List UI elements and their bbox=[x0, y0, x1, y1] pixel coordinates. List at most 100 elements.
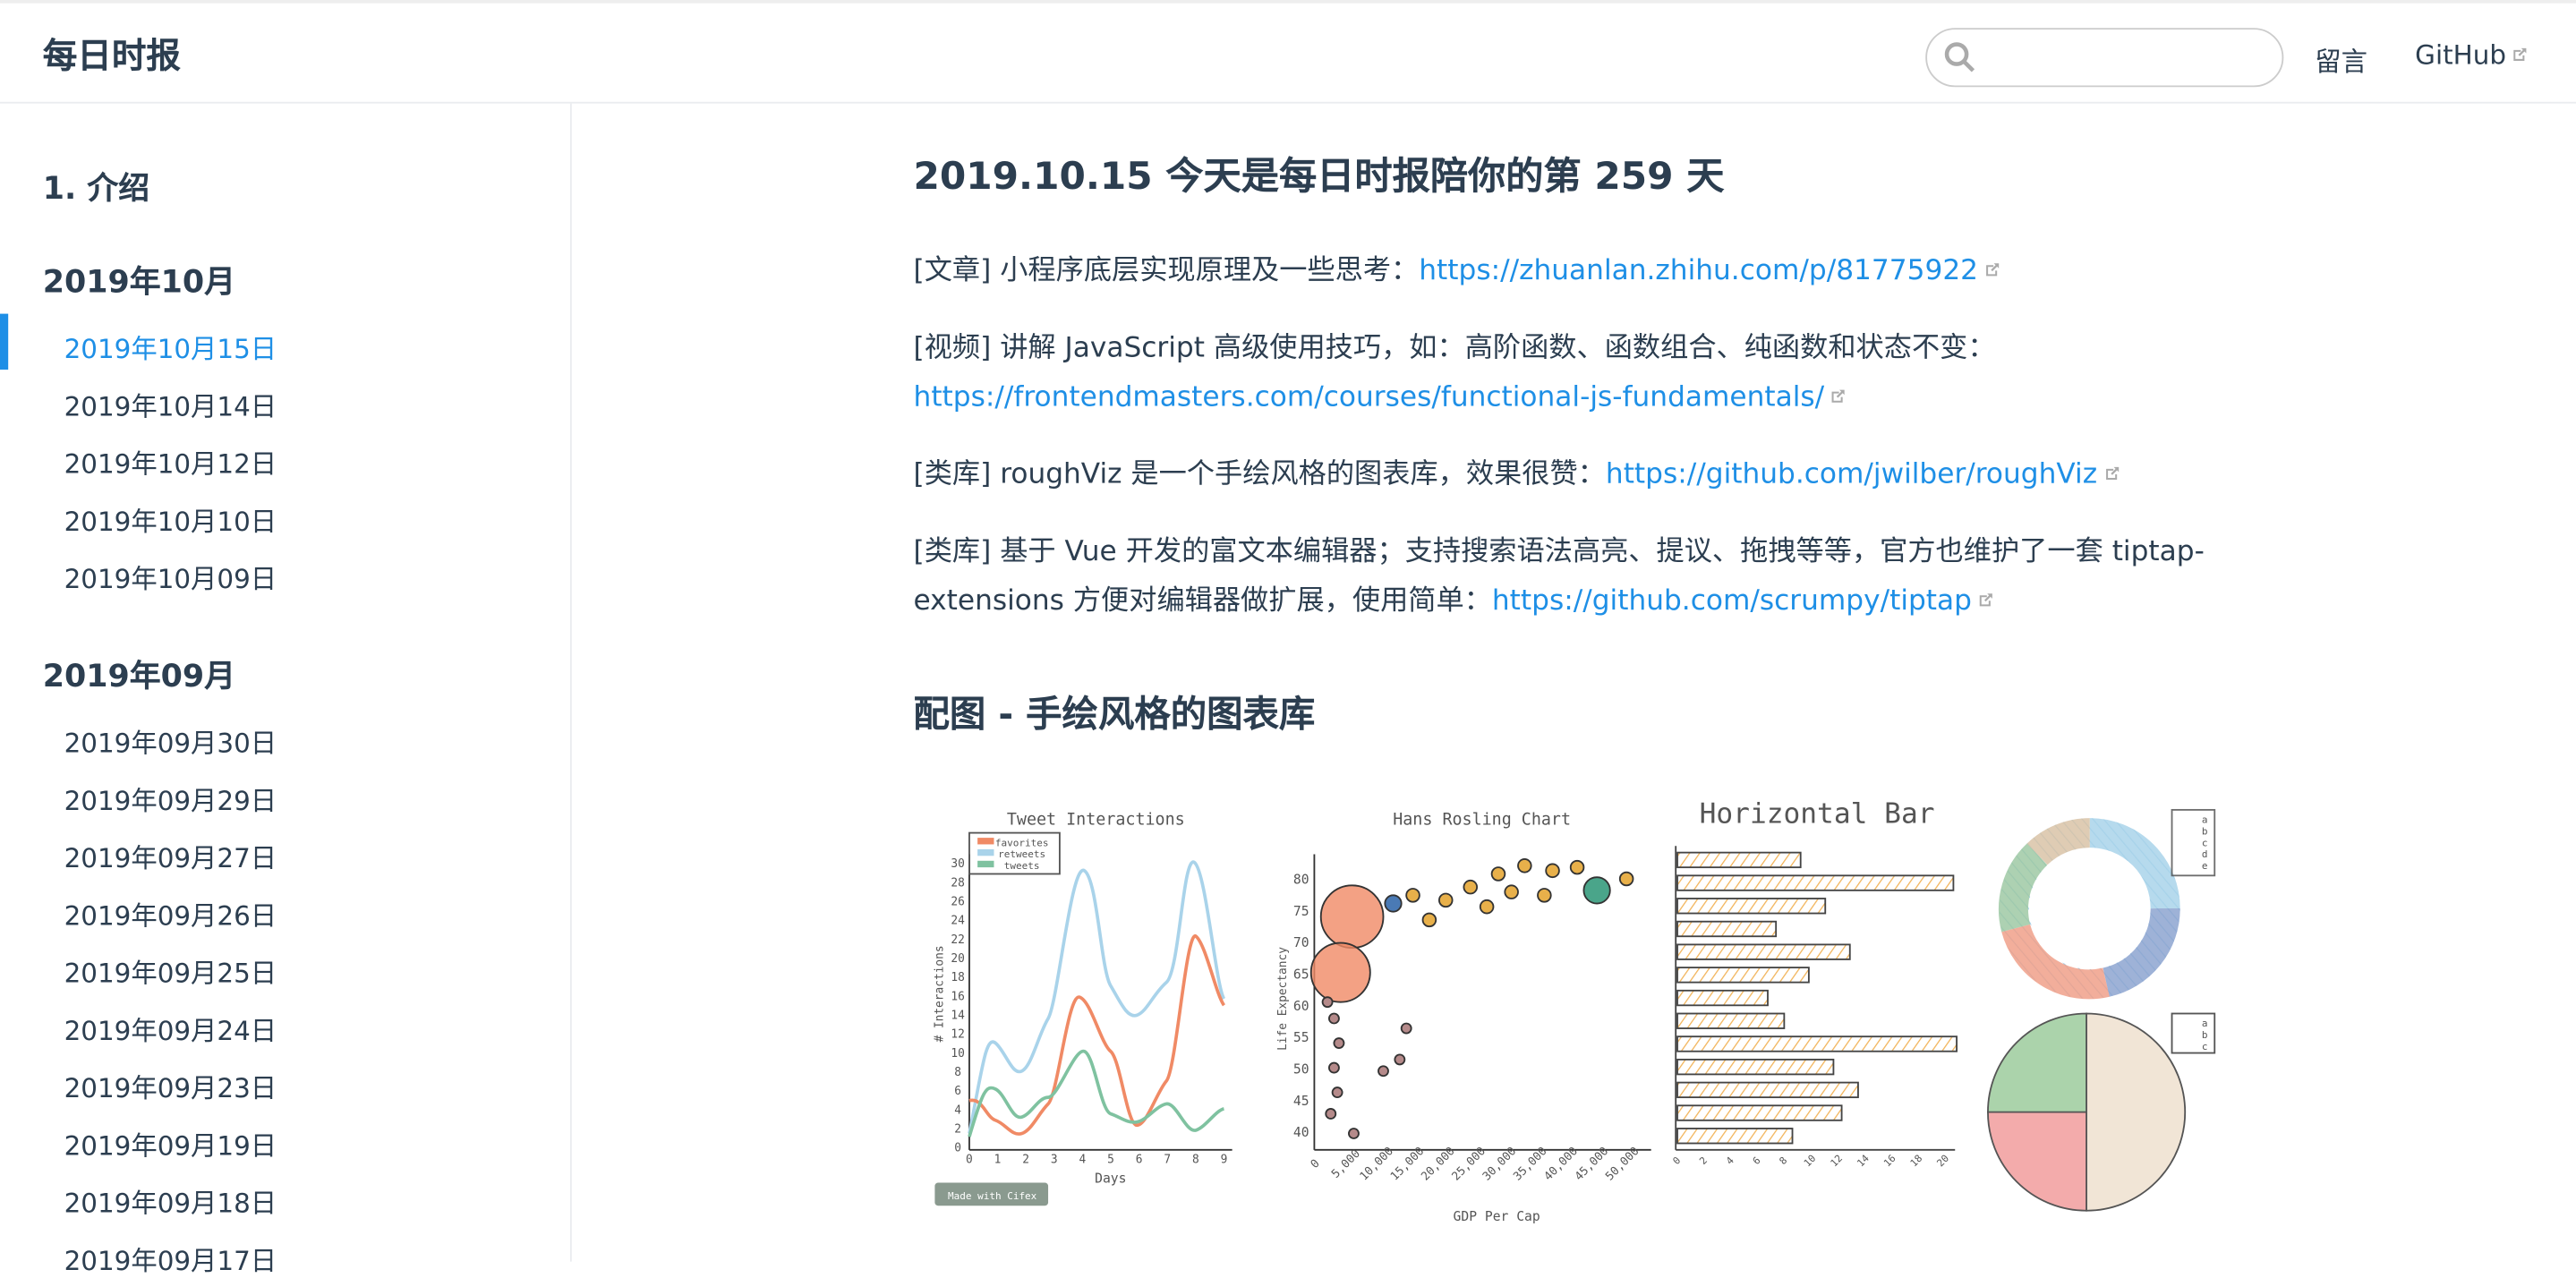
tick-label: 28 bbox=[951, 876, 964, 890]
tick-label: 2 bbox=[1697, 1154, 1710, 1167]
chart-title: Horizontal Bar bbox=[1700, 798, 1935, 831]
tick-label: 75 bbox=[1293, 904, 1309, 919]
external-icon bbox=[2105, 466, 2119, 481]
tick-label: 2 bbox=[1022, 1154, 1029, 1167]
tick-label: 5,000 bbox=[1329, 1147, 1363, 1181]
tick-label: 50 bbox=[1293, 1061, 1309, 1077]
tick-label: 16 bbox=[951, 990, 964, 1003]
tick-label: 0 bbox=[1309, 1157, 1323, 1172]
sidebar-link[interactable]: 2019年09月18日 bbox=[64, 1188, 277, 1219]
item-text: [视频] 讲解 JavaScript 高级使用技巧，如：高阶函数、函数组合、纯函… bbox=[913, 331, 1996, 365]
tick-label: 18 bbox=[1908, 1153, 1925, 1170]
tick-label: 9 bbox=[1221, 1154, 1228, 1167]
sidebar-link[interactable]: 2019年09月27日 bbox=[64, 842, 277, 874]
tick-label: 4 bbox=[954, 1103, 961, 1117]
line-chart bbox=[934, 831, 1233, 1206]
tick-label: 40 bbox=[1293, 1125, 1309, 1140]
tick-label: 24 bbox=[951, 915, 965, 928]
tick-label: 4 bbox=[1724, 1154, 1736, 1167]
item-link[interactable]: https://github.com/jwilber/roughViz bbox=[1605, 458, 2098, 491]
sidebar-link[interactable]: 2019年10月14日 bbox=[64, 390, 277, 422]
article-title: 2019.10.15 今天是每日时报陪你的第 259 天 bbox=[913, 156, 1725, 200]
sidebar-link[interactable]: 2019年09月17日 bbox=[64, 1245, 277, 1277]
search-box[interactable] bbox=[1925, 28, 2284, 88]
tick-label: 55 bbox=[1293, 1030, 1309, 1045]
sidebar-link[interactable]: 2019年09月19日 bbox=[64, 1129, 277, 1162]
item-text: [文章] 小程序底层实现原理及一些思考： bbox=[913, 254, 1420, 288]
tick-label: 0 bbox=[966, 1154, 973, 1167]
search-icon bbox=[1944, 42, 1975, 72]
tick-label: 65 bbox=[1293, 967, 1309, 982]
legend-label: b bbox=[2202, 1029, 2208, 1041]
legend-label: d bbox=[2202, 848, 2208, 860]
tick-label: 10 bbox=[951, 1047, 964, 1061]
tick-label: 5 bbox=[1107, 1154, 1114, 1167]
sidebar-group-title[interactable]: 2019年10月 bbox=[42, 264, 236, 301]
tick-label: 60 bbox=[1293, 999, 1309, 1014]
legend-label: favorites bbox=[995, 837, 1049, 848]
tick-label: 6 bbox=[954, 1085, 961, 1098]
item-text: [类库] 基于 Vue 开发的富文本编辑器；支持搜索语法高亮、提议、拖拽等等，官… bbox=[913, 535, 2205, 618]
tick-label: 7 bbox=[1164, 1154, 1171, 1167]
item-link[interactable]: https://zhuanlan.zhihu.com/p/81775922 bbox=[1419, 254, 1979, 288]
sidebar-link[interactable]: 2019年10月09日 bbox=[64, 563, 277, 595]
figure-heading: 配图 - 手绘风格的图表库 bbox=[913, 694, 1316, 737]
article-item: [文章] 小程序底层实现原理及一些思考：https://zhuanlan.zhi… bbox=[914, 246, 2228, 295]
active-indicator bbox=[0, 313, 9, 370]
legend-label: a bbox=[2202, 1018, 2208, 1029]
article-items: [文章] 小程序底层实现原理及一些思考：https://zhuanlan.zhi… bbox=[914, 246, 2228, 626]
legend-label: tweets bbox=[1004, 860, 1040, 872]
nav-link[interactable]: GitHub bbox=[2415, 39, 2529, 71]
legend-label: retweets bbox=[998, 848, 1045, 860]
tick-label: 20 bbox=[1934, 1153, 1951, 1170]
bar-chart bbox=[1675, 846, 1958, 1151]
tick-label: 14 bbox=[1855, 1153, 1872, 1170]
sidebar-link[interactable]: 2019年10月12日 bbox=[64, 448, 277, 480]
tick-label: 10 bbox=[1802, 1153, 1819, 1170]
article-item: [类库] 基于 Vue 开发的富文本编辑器；支持搜索语法高亮、提议、拖拽等等，官… bbox=[914, 527, 2228, 626]
tick-label: 45 bbox=[1293, 1094, 1309, 1109]
nav-link-text[interactable]: GitHub bbox=[2415, 39, 2506, 71]
tick-label: 3 bbox=[1051, 1154, 1058, 1167]
tick-label: 80 bbox=[1293, 872, 1309, 887]
site-title[interactable]: 每日时报 bbox=[42, 36, 181, 76]
sidebar-link[interactable]: 2019年10月10日 bbox=[64, 506, 277, 538]
nav-link[interactable]: 留言 bbox=[2315, 46, 2367, 78]
sidebar-link[interactable]: 2019年10月15日 bbox=[64, 333, 277, 365]
axis-label: # Interactions bbox=[934, 945, 947, 1042]
sidebar-link[interactable]: 2019年09月23日 bbox=[64, 1072, 277, 1104]
item-link[interactable]: https://frontendmasters.com/courses/func… bbox=[913, 380, 1825, 414]
tick-label: 1 bbox=[994, 1154, 1002, 1167]
axis-label: Life Expectancy bbox=[1276, 947, 1290, 1051]
article: 2019.10.15 今天是每日时报陪你的第 259 天 [文章] 小程序底层实… bbox=[914, 145, 2228, 738]
tick-label: 16 bbox=[1881, 1153, 1898, 1170]
tick-label: 22 bbox=[951, 933, 964, 947]
item-link[interactable]: https://github.com/scrumpy/tiptap bbox=[1491, 584, 1972, 618]
legend-label: c bbox=[2202, 837, 2208, 848]
sidebar-link[interactable]: 2019年09月24日 bbox=[64, 1015, 277, 1047]
pie-chart bbox=[1987, 1012, 2216, 1212]
donut-chart bbox=[1998, 808, 2216, 1000]
sidebar-link[interactable]: 2019年09月29日 bbox=[64, 785, 277, 817]
sidebar-link[interactable]: 2019年09月25日 bbox=[64, 958, 277, 989]
tick-label: 0 bbox=[1670, 1154, 1683, 1167]
sidebar-link[interactable]: 2019年09月26日 bbox=[64, 899, 277, 932]
external-icon bbox=[1980, 593, 1993, 607]
sidebar-intro[interactable]: 1. 介绍 bbox=[42, 170, 150, 208]
external-icon bbox=[1832, 389, 1846, 403]
tick-label: 30 bbox=[951, 857, 964, 871]
legend-label: e bbox=[2202, 860, 2208, 872]
tick-label: 12 bbox=[1829, 1153, 1846, 1170]
sidebar-group-title[interactable]: 2019年09月 bbox=[42, 659, 236, 695]
tick-label: 70 bbox=[1293, 935, 1309, 950]
scatter-chart bbox=[1309, 854, 1651, 1151]
sidebar-link[interactable]: 2019年09月30日 bbox=[64, 728, 277, 760]
tick-label: 6 bbox=[1136, 1154, 1143, 1167]
tick-label: 26 bbox=[951, 895, 964, 908]
tick-label: 18 bbox=[951, 971, 964, 984]
tick-label: 6 bbox=[1751, 1154, 1763, 1167]
tick-label: 2 bbox=[954, 1123, 961, 1137]
